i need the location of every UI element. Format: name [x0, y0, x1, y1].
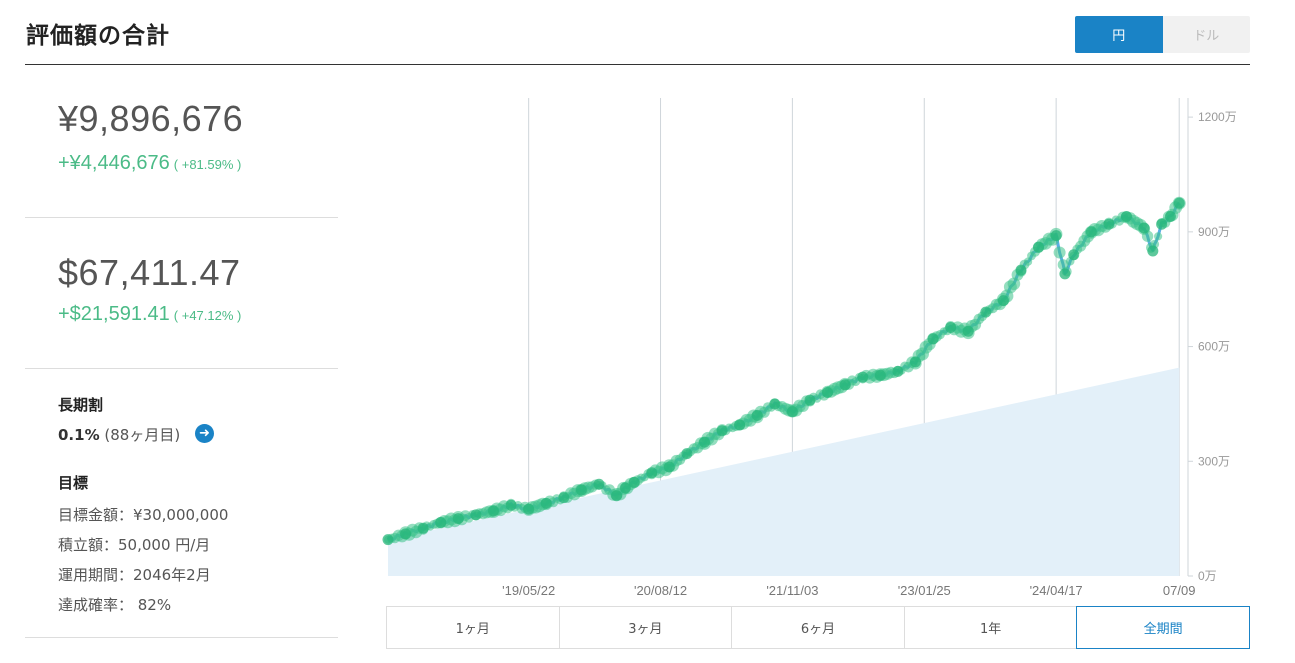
- valuation-point: [1053, 246, 1066, 259]
- long-term-months: (88ヶ月目): [104, 426, 181, 444]
- valuation-data-point: [734, 419, 746, 431]
- goal-monthly: 積立額：50,000 円/月: [58, 536, 211, 554]
- jpy-gain: +¥4,446,676( +81.59% ): [58, 152, 241, 175]
- y-tick-label: 900万: [1198, 225, 1230, 239]
- valuation-data-point: [909, 356, 921, 368]
- valuation-data-point: [962, 325, 974, 337]
- valuation-data-point: [452, 513, 464, 525]
- summary-divider: [25, 217, 338, 218]
- valuation-data-point: [558, 492, 570, 504]
- range-button[interactable]: 3ヶ月: [560, 607, 733, 648]
- summary-divider: [25, 368, 338, 369]
- deposit-area: [388, 367, 1180, 576]
- currency-dollar-button[interactable]: ドル: [1162, 16, 1250, 53]
- x-tick-label: '21/11/03: [766, 583, 818, 598]
- range-button[interactable]: 全期間: [1076, 606, 1250, 649]
- goal-heading: 目標: [58, 474, 89, 492]
- valuation-data-point: [505, 499, 517, 511]
- valuation-data-point: [1120, 211, 1132, 223]
- valuation-data-point: [435, 516, 447, 528]
- title-divider: [25, 64, 1250, 65]
- valuation-data-point: [698, 436, 710, 448]
- x-tick-label: '20/08/12: [634, 583, 687, 598]
- y-tick-label: 600万: [1198, 340, 1230, 354]
- valuation-point: [1154, 232, 1163, 241]
- page-title: 評価額の合計: [26, 23, 170, 49]
- currency-yen-button[interactable]: 円: [1075, 16, 1163, 53]
- range-button[interactable]: 1ヶ月: [387, 607, 560, 648]
- valuation-data-point: [646, 467, 658, 479]
- valuation-chart: '19/05/22 '20/08/12 '21/11/03 '23/01/25 '24/…: [382, 98, 1237, 598]
- arrow-right-icon[interactable]: ➜: [194, 424, 214, 443]
- valuation-data-point: [1050, 230, 1062, 242]
- y-tick-label: 300万: [1198, 454, 1230, 468]
- valuation-data-point: [751, 409, 763, 421]
- x-tick-label: '23/01/25: [898, 583, 951, 598]
- valuation-data-point: [382, 534, 394, 546]
- range-button[interactable]: 6ヶ月: [732, 607, 905, 648]
- valuation-data-point: [523, 503, 535, 515]
- valuation-data-point: [619, 482, 631, 494]
- valuation-data-point: [1033, 241, 1045, 253]
- valuation-data-point: [1156, 218, 1168, 230]
- goal-period: 運用期間：2046年2月: [58, 566, 211, 584]
- usd-gain-pct: ( +47.12% ): [173, 308, 242, 323]
- usd-gain: +$21,591.41( +47.12% ): [58, 303, 241, 326]
- valuation-data-point: [487, 505, 499, 517]
- valuation-data-point: [540, 497, 552, 509]
- x-tick-label: '24/04/17: [1030, 583, 1083, 598]
- valuation-data-point: [1059, 268, 1071, 280]
- y-tick-label: 0万: [1198, 569, 1217, 583]
- valuation-data-point: [839, 379, 851, 391]
- currency-toggle[interactable]: 円 ドル: [1075, 16, 1250, 53]
- long-term-rate: 0.1%: [58, 426, 100, 444]
- valuation-data-point: [980, 306, 992, 318]
- valuation-data-point: [857, 371, 869, 383]
- usd-gain-value: +$21,591.41: [58, 303, 170, 325]
- valuation-data-point: [575, 484, 587, 496]
- long-term-heading: 長期割: [58, 396, 104, 414]
- valuation-data-point: [927, 333, 939, 345]
- summary-divider: [25, 637, 338, 638]
- valuation-data-point: [769, 398, 781, 410]
- valuation-data-point: [1103, 218, 1115, 230]
- valuation-data-point: [470, 509, 482, 521]
- y-tick-label: 1200万: [1198, 110, 1237, 124]
- valuation-data-point: [892, 365, 904, 377]
- range-selector: 1ヶ月 3ヶ月 6ヶ月 1年 全期間: [386, 606, 1250, 649]
- jpy-gain-value: +¥4,446,676: [58, 152, 170, 174]
- valuation-data-point: [611, 490, 623, 502]
- valuation-data-point: [400, 528, 412, 540]
- valuation-data-point: [874, 369, 886, 381]
- valuation-data-point: [1138, 222, 1150, 234]
- valuation-data-point: [822, 386, 834, 398]
- valuation-data-point: [663, 461, 675, 473]
- range-button[interactable]: 1年: [905, 607, 1078, 648]
- valuation-data-point: [804, 394, 816, 406]
- valuation-data-point: [786, 406, 798, 418]
- valuation-data-point: [593, 478, 605, 490]
- valuation-data-point: [628, 476, 640, 488]
- valuation-data-point: [997, 295, 1009, 307]
- valuation-data-point: [1164, 211, 1176, 223]
- long-term-detail: 0.1% (88ヶ月目) ➜: [58, 424, 214, 445]
- valuation-data-point: [417, 522, 429, 534]
- x-tick-label: 07/09: [1163, 583, 1196, 598]
- usd-total-value: $67,411.47: [58, 252, 241, 293]
- jpy-total-value: ¥9,896,676: [58, 98, 244, 139]
- valuation-data-point: [716, 425, 728, 437]
- goal-probability: 達成確率： 82%: [58, 596, 172, 614]
- x-tick-label: '19/05/22: [502, 583, 555, 598]
- valuation-data-point: [1173, 197, 1185, 209]
- valuation-data-point: [1068, 249, 1080, 261]
- valuation-data-point: [681, 448, 693, 460]
- goal-target-amount: 目標金額：¥30,000,000: [58, 506, 229, 524]
- valuation-data-point: [1015, 264, 1027, 276]
- jpy-gain-pct: ( +81.59% ): [173, 157, 242, 172]
- valuation-data-point: [1085, 226, 1097, 238]
- valuation-data-point: [1147, 245, 1159, 257]
- valuation-data-point: [945, 321, 957, 333]
